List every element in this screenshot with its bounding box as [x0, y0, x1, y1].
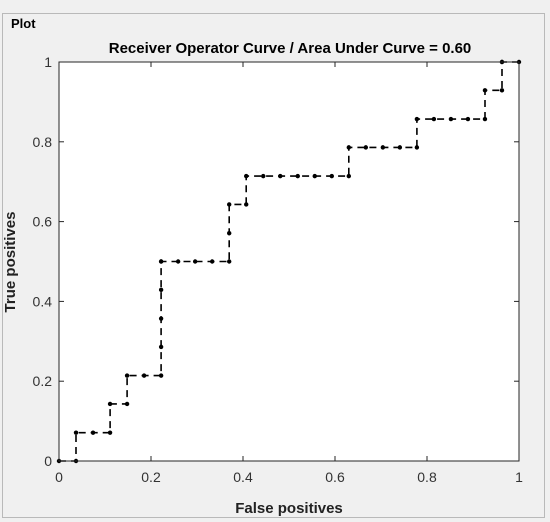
roc-point — [227, 202, 232, 207]
plot-frame — [58, 61, 520, 462]
y-tick-label: 0.8 — [33, 134, 53, 150]
roc-point — [363, 145, 369, 150]
y-tick-label: 0.4 — [33, 293, 53, 309]
roc-point — [158, 287, 164, 293]
roc-point — [312, 173, 317, 179]
roc-point — [244, 173, 249, 179]
roc-point — [227, 230, 232, 236]
roc-point — [465, 116, 471, 122]
roc-point — [346, 145, 351, 150]
roc-point — [380, 145, 386, 150]
x-tick-label: 0.4 — [233, 469, 253, 485]
x-tick-label: 0 — [55, 469, 63, 485]
y-tick-label: 0.6 — [33, 214, 53, 230]
x-tick-label: 0.8 — [417, 469, 437, 485]
x-tick-label: 1 — [515, 469, 523, 485]
plot-area — [59, 62, 519, 461]
roc-point — [227, 259, 232, 264]
roc-point — [329, 173, 334, 179]
x-tick-label: 0.2 — [141, 469, 161, 485]
roc-point — [346, 173, 351, 179]
y-tick-label: 0 — [44, 453, 52, 469]
roc-point — [244, 202, 249, 207]
roc-point — [209, 259, 215, 264]
series-layer — [56, 59, 522, 464]
roc-point — [158, 373, 164, 378]
roc-point — [397, 145, 403, 150]
roc-point — [158, 316, 164, 321]
plot-panel: Plot — [2, 13, 545, 518]
panel-title: Plot — [9, 16, 38, 31]
roc-curve-line — [59, 61, 519, 462]
y-tick-label: 1 — [44, 54, 52, 70]
roc-point — [278, 173, 283, 179]
x-tick-label: 0.6 — [325, 469, 345, 485]
roc-point — [175, 259, 181, 264]
y-tick-label: 0.2 — [33, 373, 53, 389]
roc-point — [431, 116, 437, 122]
roc-point — [414, 116, 420, 122]
roc-point — [107, 430, 113, 435]
roc-point — [124, 373, 130, 378]
roc-point — [448, 116, 454, 122]
roc-point — [73, 430, 79, 435]
roc-point — [141, 373, 147, 378]
roc-point — [90, 430, 96, 435]
chart-title: Receiver Operator Curve / Area Under Cur… — [109, 40, 472, 57]
roc-point — [499, 88, 505, 93]
roc-point — [192, 259, 198, 264]
roc-point — [482, 88, 488, 93]
roc-point — [124, 401, 130, 407]
roc-point — [158, 344, 164, 350]
roc-point — [482, 116, 488, 122]
roc-point — [295, 173, 300, 179]
x-axis-label: False positives — [235, 500, 343, 517]
roc-point — [261, 173, 266, 179]
y-axis-label: True positives — [2, 212, 19, 313]
roc-point — [414, 145, 420, 150]
roc-point — [158, 259, 164, 264]
roc-point — [107, 401, 113, 407]
